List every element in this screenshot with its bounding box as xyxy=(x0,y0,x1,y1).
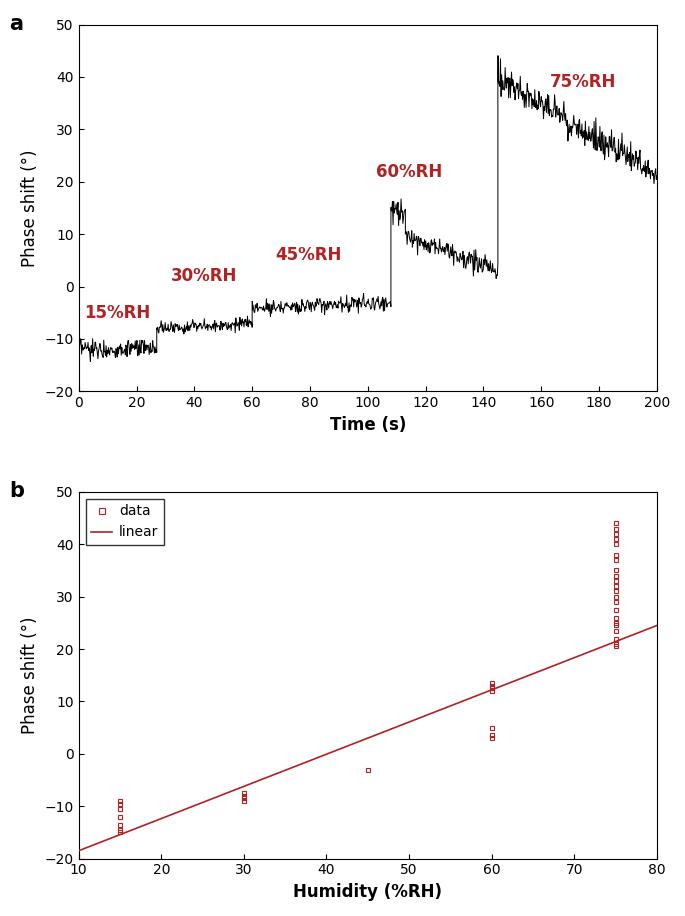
Text: 30%RH: 30%RH xyxy=(171,267,238,285)
Y-axis label: Phase shift (°): Phase shift (°) xyxy=(21,149,39,267)
Text: 60%RH: 60%RH xyxy=(377,162,443,180)
Text: b: b xyxy=(10,481,25,501)
X-axis label: Time (s): Time (s) xyxy=(329,416,406,433)
Y-axis label: Phase shift (°): Phase shift (°) xyxy=(21,616,39,734)
Text: 15%RH: 15%RH xyxy=(84,304,151,322)
Legend: data, linear: data, linear xyxy=(86,499,164,545)
Text: 45%RH: 45%RH xyxy=(275,246,342,265)
Text: a: a xyxy=(10,14,23,34)
X-axis label: Humidity (%RH): Humidity (%RH) xyxy=(293,883,443,901)
Text: 75%RH: 75%RH xyxy=(550,73,616,92)
